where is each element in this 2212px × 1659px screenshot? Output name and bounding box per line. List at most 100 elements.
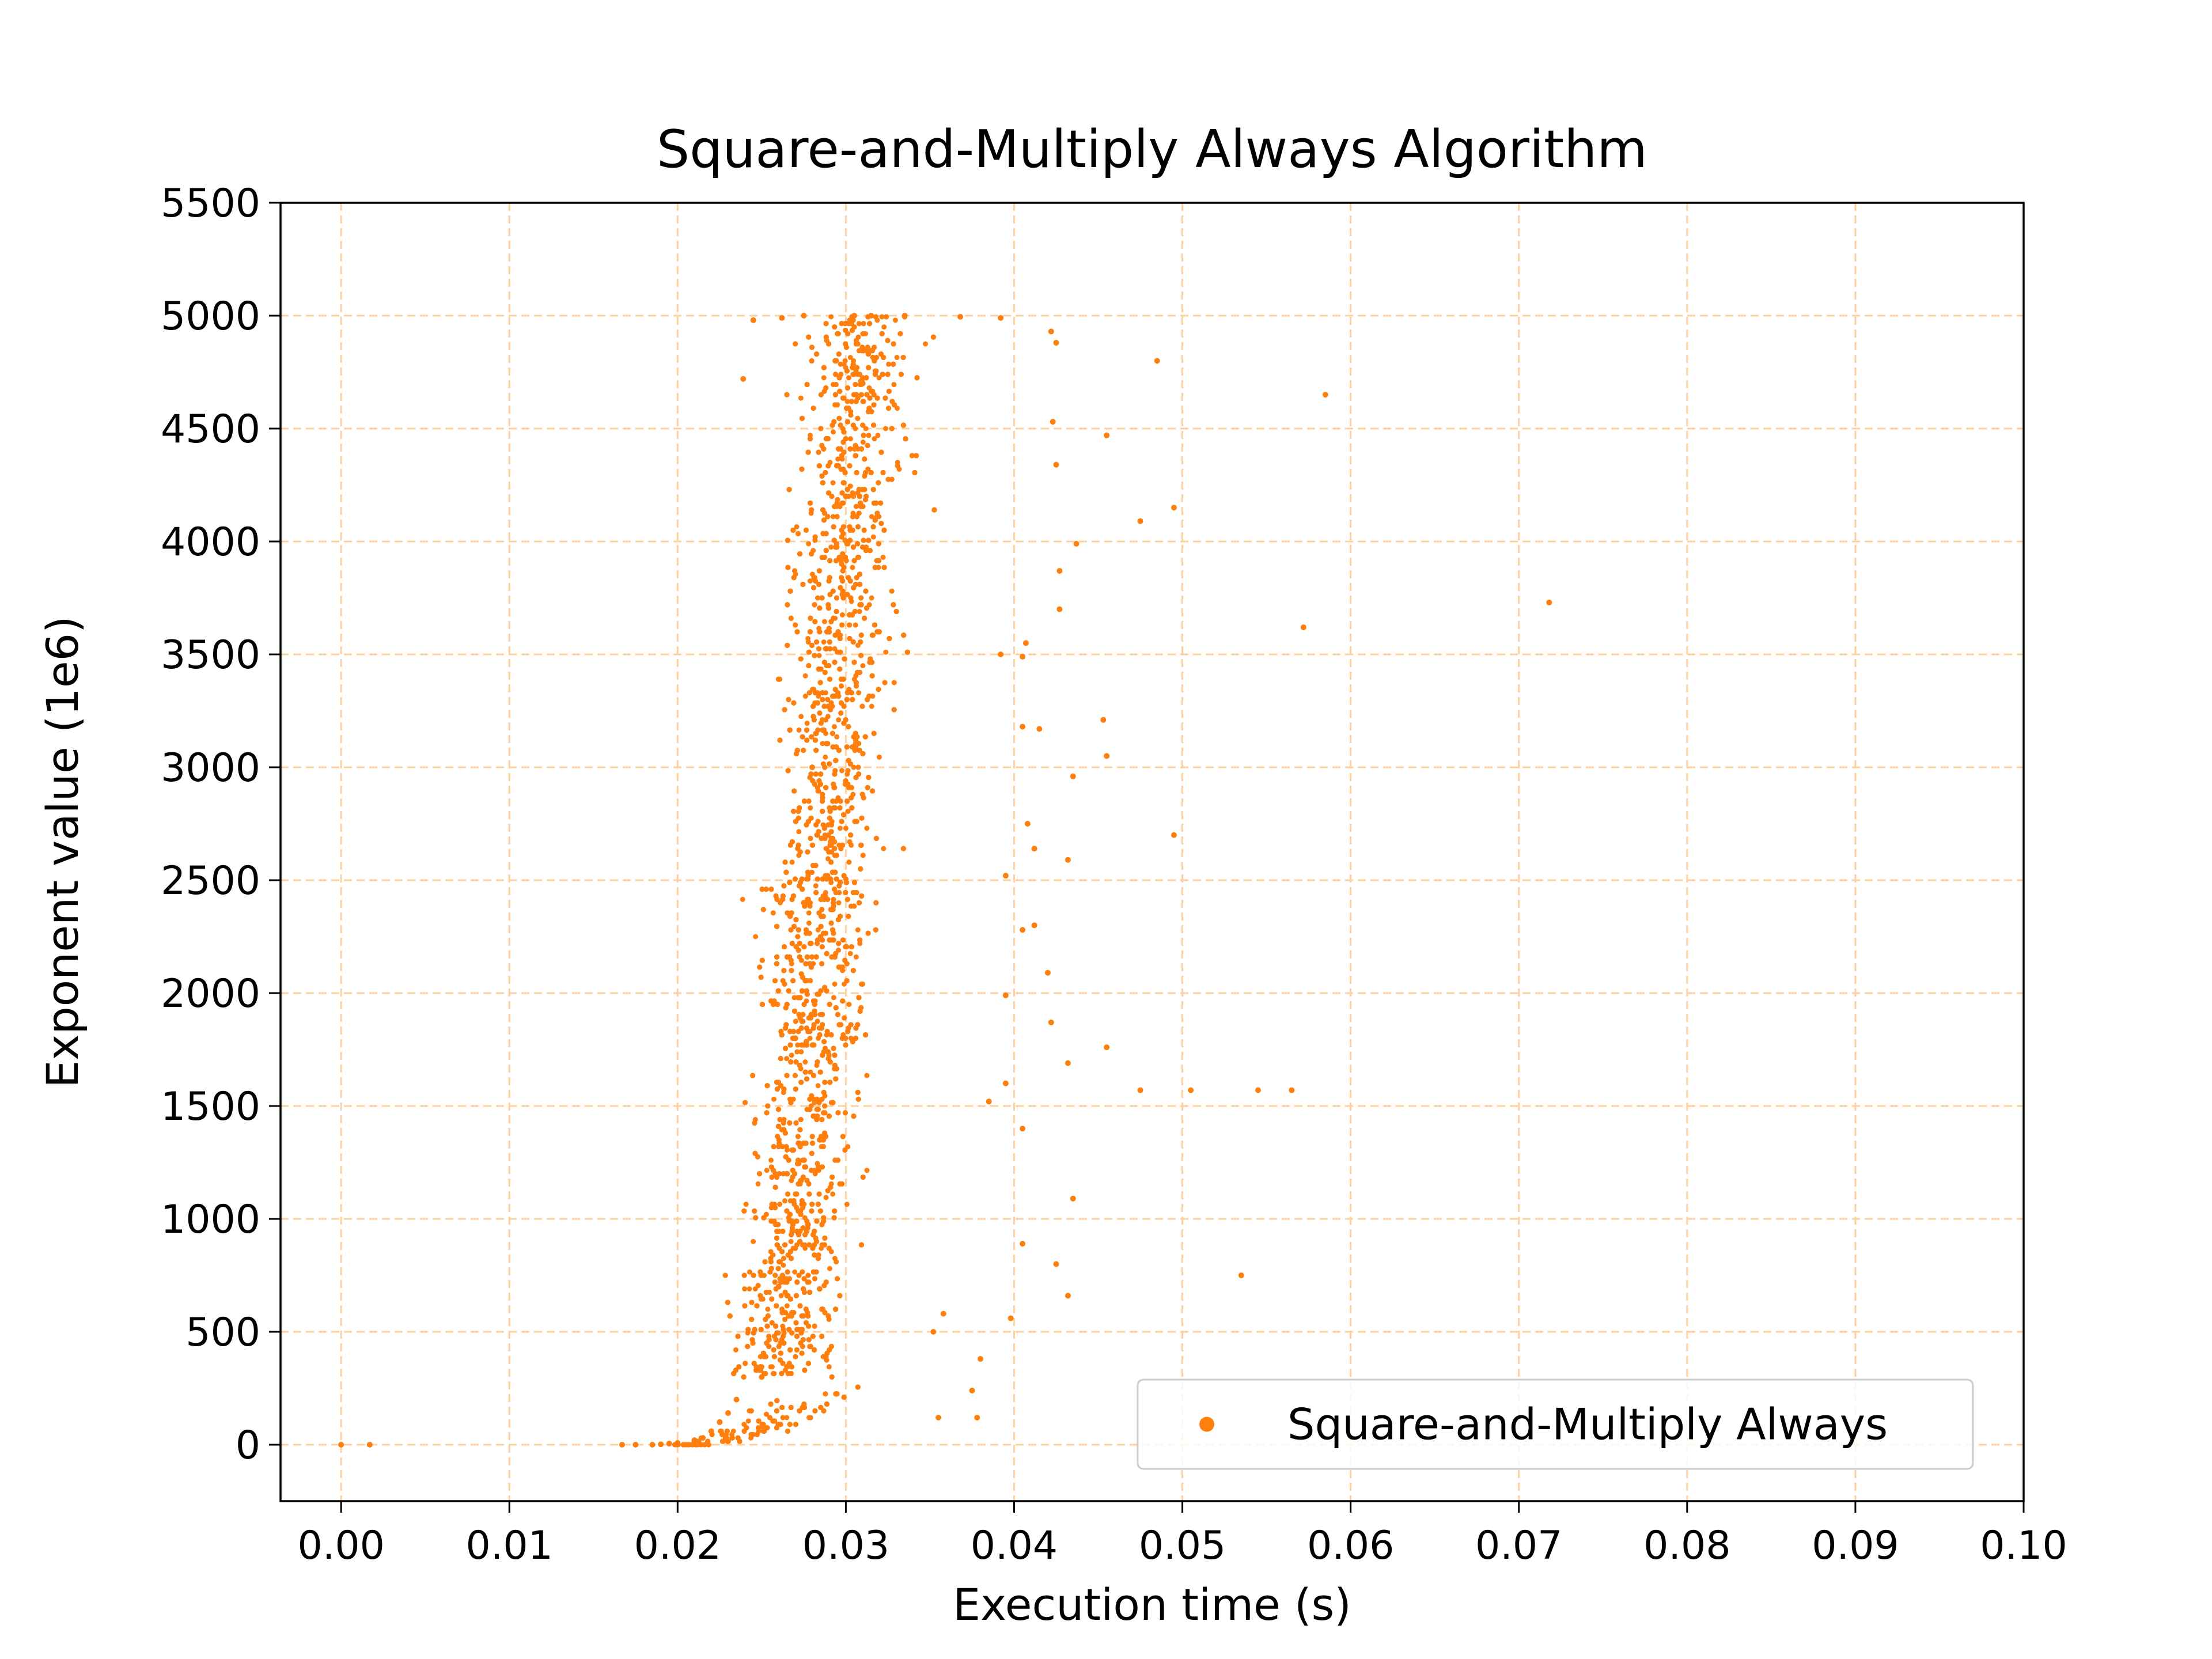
data-point-4 — [649, 1442, 656, 1448]
data-points — [338, 313, 1552, 1448]
data-point — [740, 896, 745, 902]
data-point-63 — [1070, 1195, 1076, 1202]
data-point — [869, 595, 874, 601]
data-point — [831, 995, 836, 1001]
data-point-30 — [1137, 518, 1143, 524]
data-point — [866, 433, 872, 438]
data-point — [823, 754, 828, 760]
data-point — [806, 910, 812, 916]
data-point — [845, 1144, 851, 1150]
data-point-56 — [1137, 1087, 1143, 1093]
data-point — [782, 1198, 787, 1204]
data-point — [751, 1238, 756, 1244]
data-point — [860, 440, 866, 445]
data-point — [821, 375, 827, 381]
data-point-73 — [935, 1414, 942, 1421]
data-point-52 — [1002, 992, 1009, 998]
data-point — [791, 995, 797, 1001]
data-point — [831, 429, 836, 435]
data-point — [844, 399, 850, 404]
data-point — [846, 1002, 852, 1007]
data-point-48 — [1065, 857, 1071, 863]
data-point — [795, 1042, 801, 1048]
data-point — [815, 1083, 821, 1089]
data-point — [764, 1411, 770, 1417]
data-point — [836, 900, 842, 906]
data-point — [789, 859, 795, 865]
data-point-31 — [1073, 540, 1080, 547]
data-point — [807, 1035, 813, 1041]
data-point — [846, 859, 852, 865]
data-point — [794, 524, 800, 530]
data-point-1 — [366, 1442, 373, 1448]
data-point — [821, 619, 827, 624]
data-point — [742, 1286, 748, 1292]
data-point-65 — [1238, 1272, 1244, 1278]
data-point — [816, 653, 822, 658]
data-point — [883, 649, 889, 655]
data-point — [869, 514, 874, 520]
data-point — [698, 1435, 704, 1441]
data-point-80 — [809, 764, 815, 770]
data-point-28 — [1053, 461, 1059, 468]
data-point — [891, 382, 897, 388]
data-point — [768, 1157, 774, 1163]
data-point — [832, 724, 838, 729]
data-point — [842, 358, 848, 363]
data-point — [864, 825, 870, 831]
data-point-47 — [1002, 873, 1009, 879]
data-point-42 — [1070, 773, 1076, 779]
data-point — [828, 544, 834, 550]
data-point-11 — [717, 1419, 723, 1425]
data-point — [847, 436, 853, 442]
data-point — [798, 395, 804, 401]
data-point — [813, 883, 819, 889]
data-point — [882, 426, 888, 431]
data-point-67 — [1065, 1293, 1071, 1299]
data-point-39 — [1100, 717, 1107, 723]
data-point — [835, 456, 841, 462]
data-point — [802, 694, 808, 699]
data-point-34 — [1056, 606, 1063, 612]
data-point — [881, 324, 887, 330]
data-point-59 — [1289, 1087, 1295, 1093]
data-point — [856, 321, 862, 327]
data-point — [880, 554, 886, 560]
data-point — [821, 639, 827, 645]
data-point — [872, 436, 877, 442]
data-point-68 — [1007, 1315, 1014, 1321]
data-point — [894, 355, 900, 361]
data-point-71 — [978, 1356, 984, 1362]
data-point — [853, 503, 859, 509]
data-point — [804, 721, 810, 726]
data-point — [747, 1286, 752, 1292]
data-point-33 — [1546, 599, 1552, 605]
data-point — [836, 717, 842, 723]
data-point — [847, 950, 853, 956]
data-point — [838, 361, 843, 367]
data-point-58 — [1255, 1087, 1262, 1093]
data-point — [780, 1415, 786, 1421]
data-point — [855, 927, 861, 933]
data-point — [765, 1306, 771, 1312]
data-point — [843, 825, 849, 831]
data-point-16 — [779, 315, 785, 321]
data-point — [807, 578, 813, 584]
data-point-2 — [619, 1442, 625, 1448]
data-point — [853, 622, 858, 628]
data-point — [837, 825, 843, 831]
data-point — [879, 314, 885, 320]
data-point — [778, 1259, 783, 1264]
data-point — [849, 842, 854, 848]
data-point — [792, 1269, 798, 1275]
data-point-55 — [1065, 1060, 1071, 1066]
data-point — [806, 920, 812, 926]
data-point — [808, 1069, 813, 1075]
data-point-57 — [1188, 1087, 1194, 1093]
data-point-29 — [1171, 505, 1177, 511]
data-point-60 — [1002, 1080, 1009, 1086]
data-point — [769, 1364, 775, 1370]
data-point-49 — [1031, 922, 1037, 929]
data-point — [864, 1168, 870, 1173]
